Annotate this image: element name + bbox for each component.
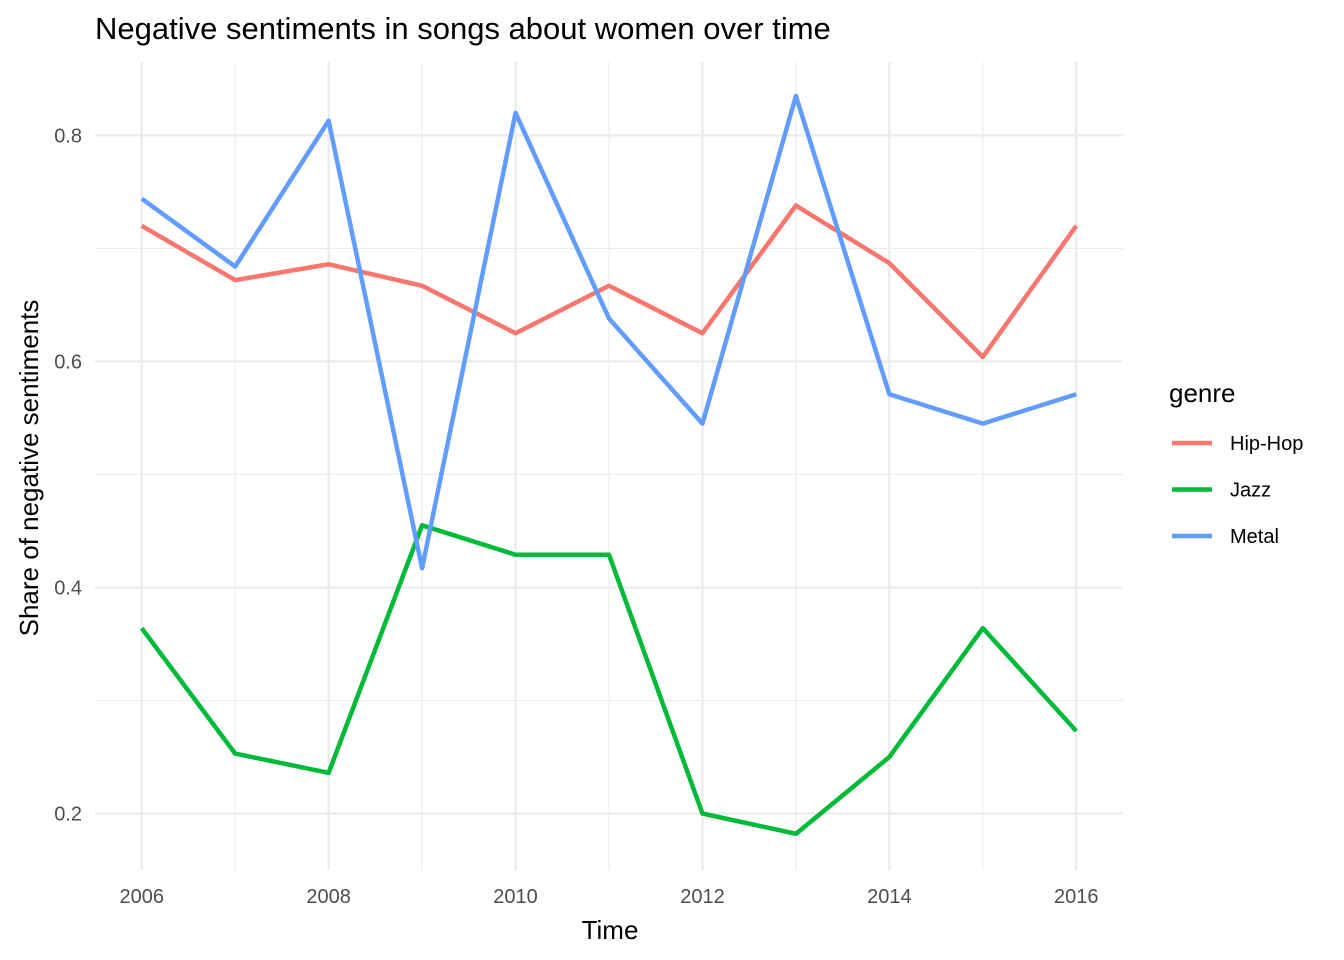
series-line-metal [140, 93, 1077, 571]
x-tick-label: 2010 [493, 886, 538, 908]
legend-label-metal: Metal [1230, 526, 1279, 548]
major-gridlines [95, 62, 1123, 870]
chart-title: Negative sentiments in songs about women… [95, 11, 831, 46]
x-tick-label: 2006 [119, 886, 164, 908]
legend-title: genre [1169, 378, 1236, 408]
minor-gridlines [95, 62, 1123, 870]
x-tick-label: 2012 [680, 886, 725, 908]
x-tick-label: 2014 [867, 886, 912, 908]
series-line-hip-hop [140, 203, 1079, 360]
series-lines [139, 93, 1079, 837]
y-tick-label: 0.6 [54, 351, 82, 373]
legend-items: Hip-Hop Jazz Metal [1172, 433, 1303, 548]
x-tick-label: 2016 [1054, 886, 1099, 908]
series-line-jazz [139, 523, 1078, 837]
y-axis-title: Share of negative sentiments [14, 300, 44, 637]
legend: genre Hip-Hop Jazz Metal [1169, 378, 1303, 548]
y-tick-label: 0.8 [54, 125, 82, 147]
legend-label-hip-hop: Hip-Hop [1230, 433, 1303, 455]
y-tick-label: 0.4 [54, 577, 82, 599]
y-tick-label: 0.2 [54, 803, 82, 825]
y-axis-tick-labels: 0.2 0.4 0.6 0.8 [54, 125, 82, 825]
legend-label-jazz: Jazz [1230, 480, 1271, 502]
x-tick-label: 2008 [306, 886, 351, 908]
x-axis-tick-labels: 2006 2008 2010 2012 2014 2016 [119, 886, 1098, 908]
x-axis-title: Time [582, 915, 639, 945]
